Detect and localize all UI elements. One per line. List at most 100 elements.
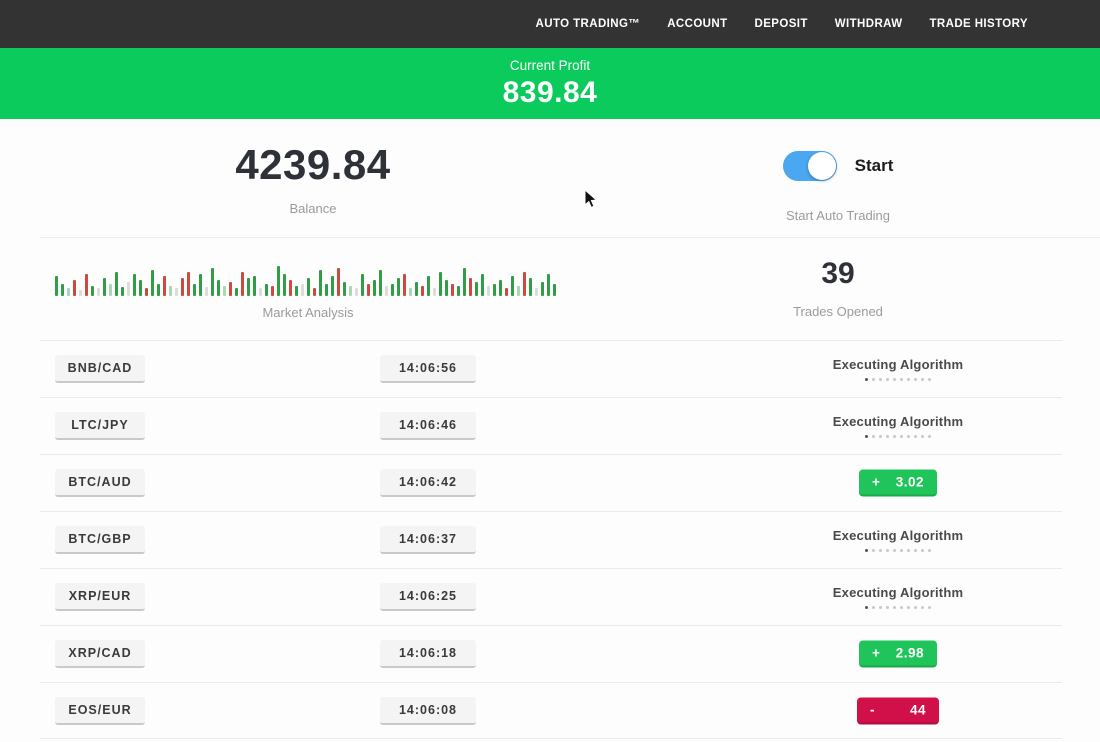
current-profit-value: 839.84: [502, 75, 598, 109]
market-bar: [169, 286, 172, 296]
market-bar: [289, 280, 292, 296]
market-bar: [235, 288, 238, 296]
progress-dot-icon: [893, 378, 896, 381]
trade-pair-badge[interactable]: LTC/JPY: [55, 412, 145, 440]
progress-dot-icon: [914, 378, 917, 381]
trade-pair-badge[interactable]: EOS/EUR: [55, 696, 145, 725]
progress-dot-icon: [900, 549, 903, 552]
market-bar: [163, 276, 166, 296]
progress-dot-icon: [886, 549, 889, 552]
top-navbar: AUTO TRADING™ ACCOUNT DEPOSIT WITHDRAW TRADE…: [0, 0, 1100, 48]
trade-pair-badge[interactable]: XRP/EUR: [55, 583, 145, 611]
market-bar: [115, 272, 118, 296]
market-bar: [55, 276, 58, 296]
trade-pair-badge[interactable]: BTC/AUD: [55, 469, 145, 497]
executing-progress-dots: [818, 435, 978, 438]
market-bar: [493, 284, 496, 296]
market-bar: [457, 286, 460, 296]
trade-time-badge: 14:06:42: [380, 469, 476, 497]
market-bar: [397, 278, 400, 296]
result-sign: +: [872, 645, 881, 661]
trade-row: EOS/EUR 14:06:08 - 44: [40, 682, 1062, 739]
trade-row: LTC/JPY 14:06:46 Executing Algorithm: [40, 397, 1062, 454]
trade-pair-badge[interactable]: BTC/GBP: [55, 526, 145, 554]
progress-dot-icon: [900, 435, 903, 438]
market-bar: [505, 288, 508, 296]
trade-pair-badge[interactable]: XRP/CAD: [55, 640, 145, 668]
market-bar: [355, 288, 358, 296]
market-bar: [367, 284, 370, 296]
market-bar: [271, 286, 274, 296]
market-bar: [535, 288, 538, 296]
market-bar: [127, 282, 130, 296]
market-bar: [61, 284, 64, 296]
progress-dot-icon: [914, 606, 917, 609]
progress-dot-icon: [879, 606, 882, 609]
market-bar: [205, 287, 208, 296]
executing-progress-dots: [818, 378, 978, 381]
market-bar: [295, 286, 298, 296]
market-bar: [445, 280, 448, 296]
market-bar: [97, 288, 100, 296]
market-bar: [259, 288, 262, 296]
market-bar: [91, 286, 94, 296]
market-bar: [517, 286, 520, 296]
market-bar: [301, 284, 304, 296]
market-bar: [133, 274, 136, 296]
progress-dot-icon: [907, 378, 910, 381]
market-bar: [139, 280, 142, 296]
trade-status: Executing Algorithm: [818, 357, 978, 381]
loss-badge: - 44: [857, 697, 939, 724]
market-bar: [265, 284, 268, 296]
progress-dot-icon: [921, 435, 924, 438]
market-bar: [379, 270, 382, 296]
profit-badge: +3.02: [859, 469, 937, 497]
market-bar: [421, 286, 424, 296]
market-bar: [121, 287, 124, 296]
market-bar: [181, 278, 184, 296]
market-bar: [109, 284, 112, 296]
market-bar: [307, 278, 310, 296]
market-analysis-label: Market Analysis: [262, 305, 354, 320]
progress-dot-icon: [865, 606, 868, 609]
market-bar: [553, 284, 556, 296]
market-bar: [217, 280, 220, 296]
progress-dot-icon: [914, 435, 917, 438]
market-bar: [547, 274, 550, 296]
trades-opened-label: Trades Opened: [793, 304, 883, 319]
market-bar: [175, 288, 178, 296]
profit-badge: +2.98: [859, 640, 937, 668]
trade-status: Executing Algorithm: [818, 414, 978, 438]
market-bar: [337, 268, 340, 296]
market-bar: [187, 272, 190, 296]
market-bar: [487, 286, 490, 296]
trade-status: Executing Algorithm: [818, 528, 978, 552]
progress-dot-icon: [865, 435, 868, 438]
toggle-start-label: Start: [854, 156, 894, 175]
result-value: 3.02: [895, 474, 924, 490]
trade-status: - 44: [818, 697, 978, 724]
nav-item-deposit[interactable]: DEPOSIT: [754, 18, 808, 30]
nav-item-account[interactable]: ACCOUNT: [667, 18, 728, 30]
progress-dot-icon: [872, 378, 875, 381]
market-bar: [451, 284, 454, 296]
trade-pair-badge[interactable]: BNB/CAD: [55, 355, 145, 383]
market-bar: [241, 272, 244, 296]
trade-time-badge: 14:06:46: [380, 412, 476, 440]
nav-item-trade-history[interactable]: TRADE HISTORY: [929, 18, 1028, 30]
market-bar: [85, 274, 88, 296]
progress-dot-icon: [879, 378, 882, 381]
market-bar: [229, 282, 232, 296]
auto-trading-toggle[interactable]: [782, 151, 837, 181]
trade-time-badge: 14:06:25: [380, 583, 476, 611]
market-bar: [247, 278, 250, 296]
nav-item-withdraw[interactable]: WITHDRAW: [834, 18, 903, 30]
mouse-cursor-icon: [584, 189, 598, 209]
progress-dot-icon: [914, 549, 917, 552]
progress-dot-icon: [928, 378, 931, 381]
auto-trading-toggle-block: Start Start Auto Trading: [688, 151, 988, 223]
nav-item-auto-trading[interactable]: AUTO TRADING™: [535, 18, 641, 30]
trade-time-badge: 14:06:18: [380, 640, 476, 668]
progress-dot-icon: [865, 378, 868, 381]
result-value: 2.98: [895, 645, 924, 661]
